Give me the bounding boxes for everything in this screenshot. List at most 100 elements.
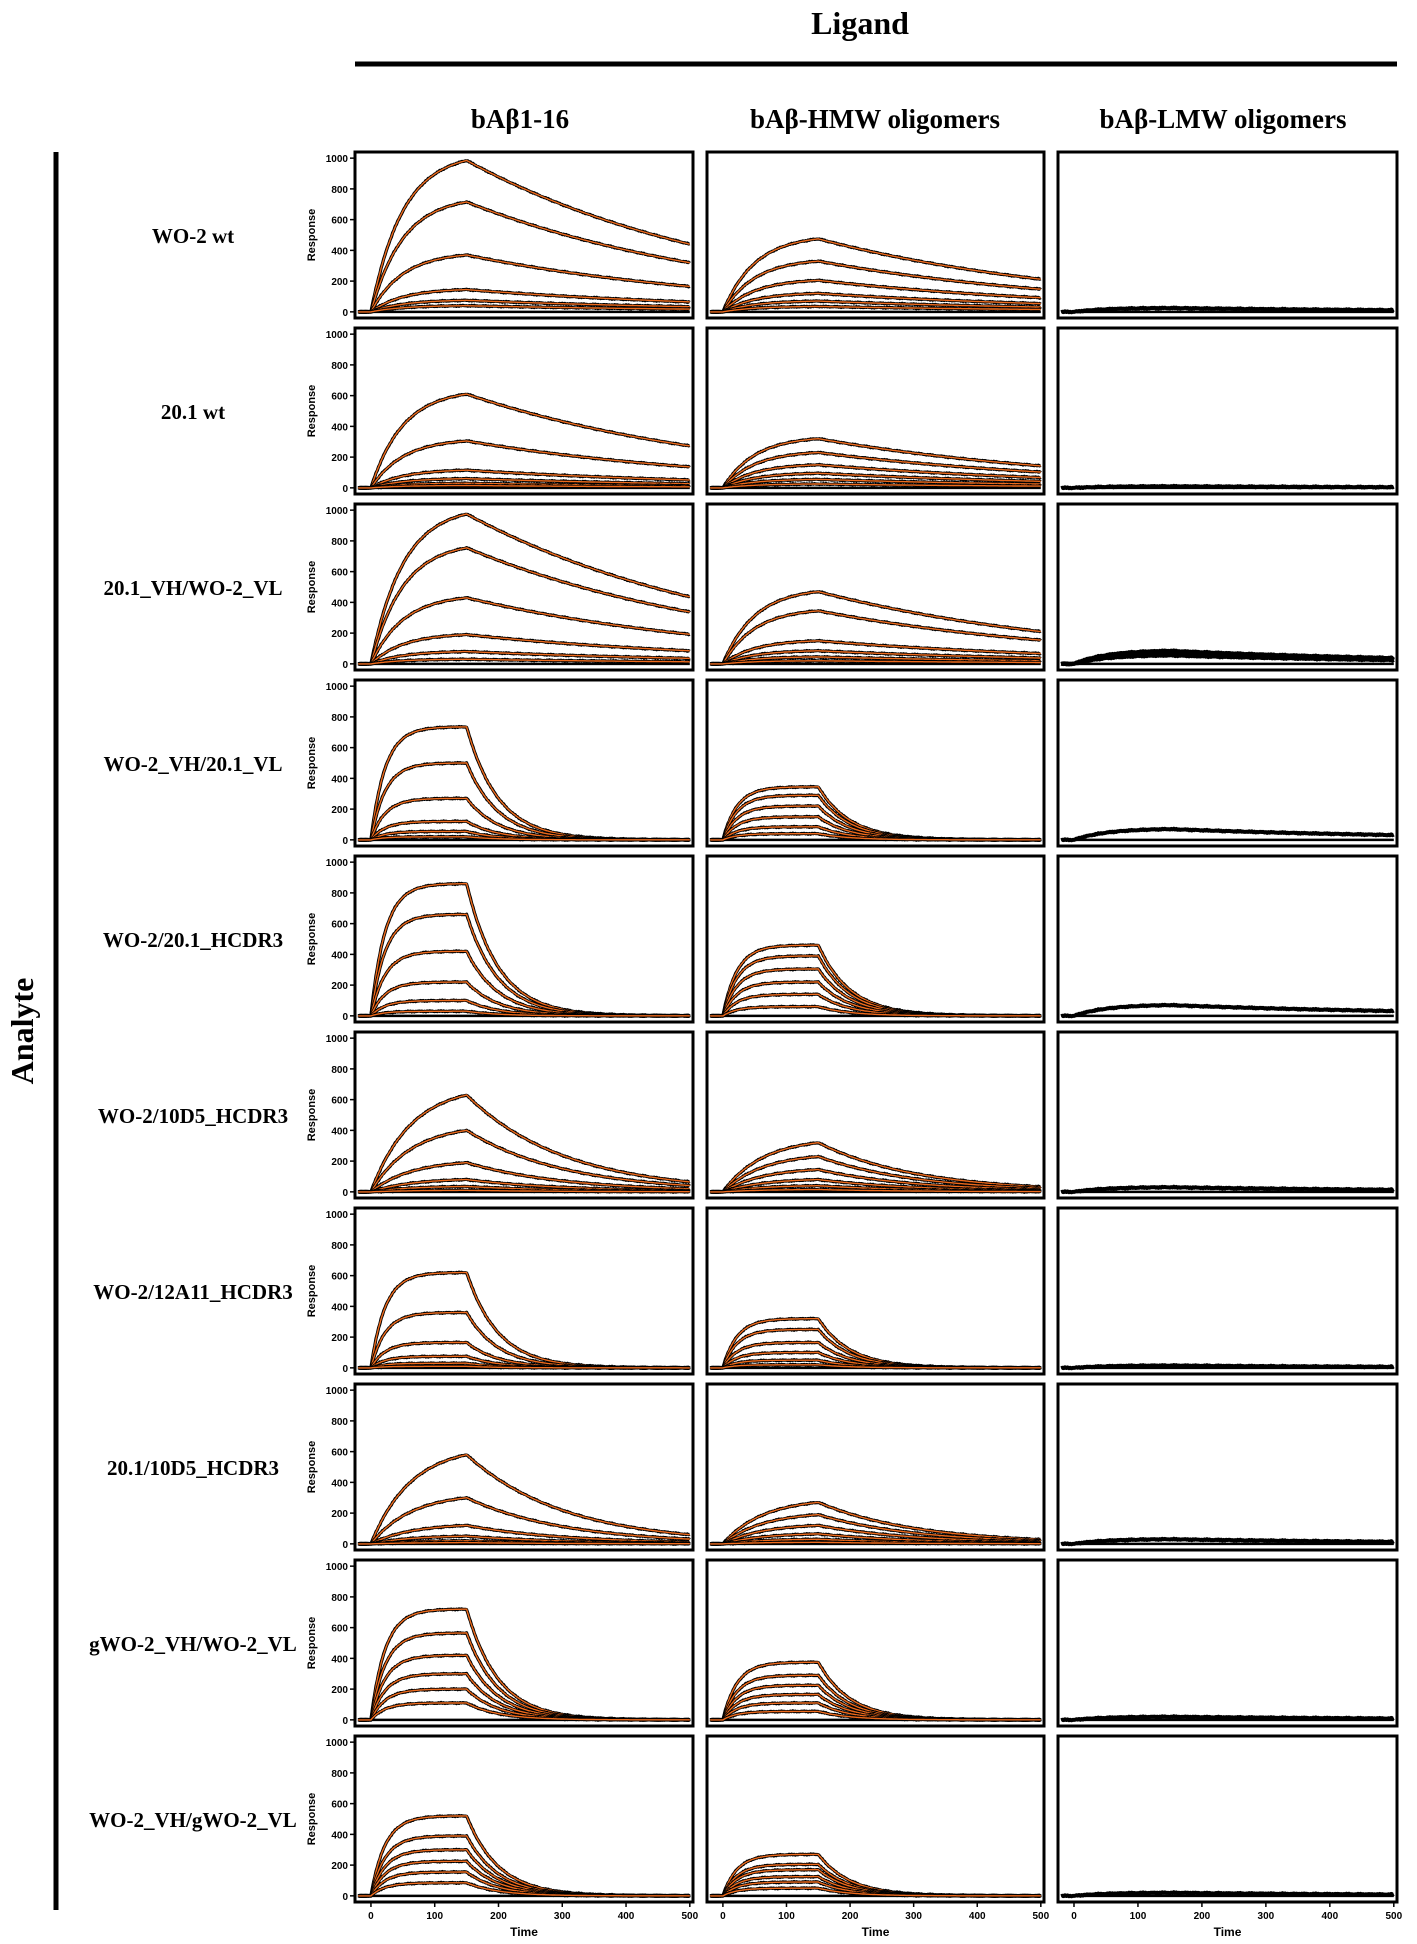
sensorgram-panel <box>1056 1206 1399 1376</box>
fitted-model-curve <box>358 513 691 665</box>
x-tick-label: 100 <box>426 1911 443 1922</box>
y-tick-label: 600 <box>331 1624 348 1635</box>
sensorgram-panel <box>1056 1558 1399 1728</box>
y-tick-label: 800 <box>331 185 348 196</box>
y-tick-label: 200 <box>331 1861 348 1872</box>
y-tick-label: 400 <box>331 1302 348 1313</box>
fitted-model-curve <box>710 1524 1041 1545</box>
fitted-model-curve <box>710 279 1041 313</box>
y-axis-label: Response <box>306 737 318 790</box>
fitted-model-curve <box>358 440 690 489</box>
panel-frame <box>705 1206 1046 1376</box>
fitted-model-curve <box>710 451 1041 489</box>
fitted-model-curve <box>358 597 690 665</box>
y-tick-label: 200 <box>331 453 348 464</box>
x-tick-label: 100 <box>778 1911 795 1922</box>
fitted-model-curve <box>358 201 690 313</box>
y-tick-label: 0 <box>342 1188 348 1199</box>
y-tick-label: 400 <box>331 422 348 433</box>
sensorgram-panel <box>705 150 1046 320</box>
y-tick-label: 1000 <box>326 1386 349 1397</box>
y-tick-label: 200 <box>331 1333 348 1344</box>
y-axis-label: Response <box>306 1265 318 1318</box>
x-tick-label: 100 <box>1130 1911 1147 1922</box>
y-tick-label: 0 <box>342 1540 348 1551</box>
y-tick-label: 200 <box>331 1685 348 1696</box>
sensorgram-panel <box>1056 150 1399 320</box>
panel-frame <box>705 1558 1046 1728</box>
sensorgram-panel <box>705 1206 1046 1376</box>
panel-frame <box>705 502 1046 672</box>
fitted-model-curve <box>358 305 690 313</box>
sensorgram-panel: 0 200 400 600 800 1000 Response <box>306 150 695 320</box>
x-axis-label: Time <box>510 1925 538 1939</box>
fitted-model-curve <box>358 1541 690 1545</box>
sensorgram-panel <box>705 326 1046 496</box>
fitted-model-curve <box>358 1882 690 1897</box>
sensorgram-panel <box>1056 1030 1399 1200</box>
fitted-model-curve <box>358 1010 690 1017</box>
y-tick-label: 0 <box>342 1364 348 1375</box>
y-tick-label: 800 <box>331 537 348 548</box>
y-tick-label: 1000 <box>326 154 349 165</box>
fitted-model-curve <box>358 484 690 489</box>
y-tick-label: 1000 <box>326 858 349 869</box>
y-tick-label: 0 <box>342 1716 348 1727</box>
ligand-header: Ligand <box>811 5 909 41</box>
sensorgram-panel <box>705 1382 1046 1552</box>
fitted-model-curve <box>710 1141 1041 1193</box>
fitted-model-curve <box>358 650 690 665</box>
ligand-title-1: bAβ1-16 <box>471 104 569 134</box>
fitted-model-curve <box>358 658 690 665</box>
fitted-model-curve <box>710 300 1041 313</box>
sensorgram-panel <box>705 678 1046 848</box>
fitted-model-curve <box>358 1161 690 1193</box>
y-tick-label: 600 <box>331 1272 348 1283</box>
fitted-model-curve <box>358 547 690 665</box>
measured-response-trace <box>1060 305 1395 315</box>
x-tick-label: 200 <box>490 1911 507 1922</box>
x-tick-label: 400 <box>969 1911 986 1922</box>
y-tick-label: 400 <box>331 1830 348 1841</box>
fitted-model-curve <box>358 1365 690 1369</box>
fitted-model-curve <box>710 640 1041 665</box>
sensorgram-panel: 0 200 400 600 800 1000 Response <box>306 1030 695 1200</box>
measured-response-trace <box>1060 1714 1395 1723</box>
y-tick-label: 1000 <box>326 506 349 517</box>
fitted-model-curve <box>358 159 690 313</box>
sensorgram-panel: 0 200 400 600 800 1000 Response <box>306 502 695 672</box>
fitted-model-curve <box>710 483 1041 489</box>
fitted-model-curve <box>710 1155 1041 1193</box>
measured-response-trace <box>1060 1363 1395 1371</box>
panel-frame <box>353 150 695 320</box>
y-tick-label: 400 <box>331 774 348 785</box>
panel-frame <box>1056 1558 1399 1728</box>
x-axis-label: Time <box>1214 1925 1242 1939</box>
fitted-model-curve <box>710 292 1041 313</box>
fitted-model-curve <box>710 833 1041 841</box>
sensorgram-panel <box>705 1030 1046 1200</box>
y-axis-label: Response <box>306 1089 318 1142</box>
analyte-label: gWO-2_VH/WO-2_VL <box>89 1632 297 1656</box>
panel-frame <box>1056 150 1399 320</box>
fitted-model-curve <box>358 633 690 665</box>
y-tick-label: 0 <box>342 660 348 671</box>
fitted-model-curve <box>710 305 1041 313</box>
x-tick-label: 0 <box>368 1911 374 1922</box>
y-tick-label: 200 <box>331 629 348 640</box>
fitted-model-curve <box>710 660 1041 665</box>
fitted-model-curve <box>710 478 1041 489</box>
y-tick-label: 600 <box>331 392 348 403</box>
sensorgram-panel <box>705 1558 1046 1728</box>
y-tick-label: 800 <box>331 1769 348 1780</box>
sensorgram-panel <box>1056 502 1399 672</box>
sensorgram-panel <box>1056 854 1399 1024</box>
panel-frame <box>705 678 1046 848</box>
panel-frame <box>1056 854 1399 1024</box>
y-tick-label: 200 <box>331 805 348 816</box>
fitted-model-curve <box>710 650 1041 665</box>
y-tick-label: 1000 <box>326 1210 349 1221</box>
panel-frame <box>705 1734 1046 1904</box>
